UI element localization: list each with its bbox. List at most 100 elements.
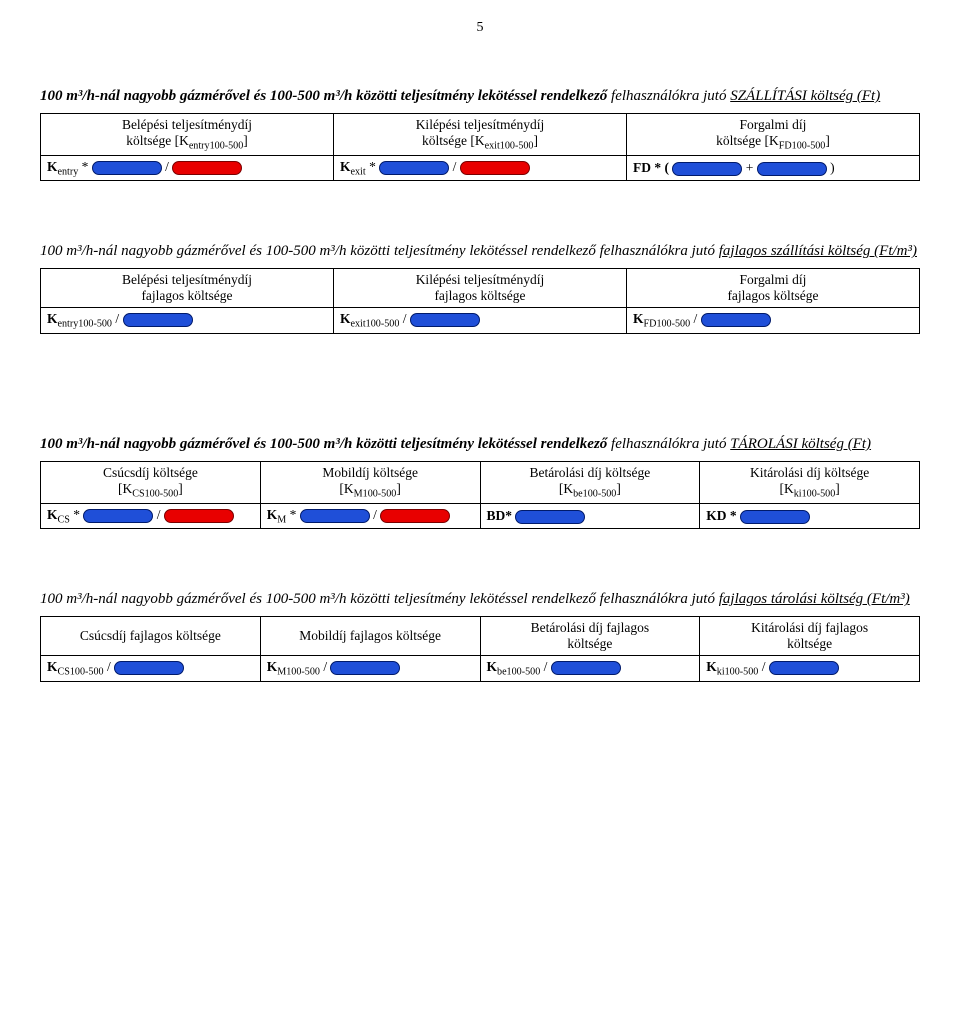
s3-c2-k: K: [267, 507, 278, 522]
s1-c2-sub: exit: [351, 166, 366, 177]
value-box-blue: [701, 313, 771, 327]
s3-h3-l1: Betárolási díj költsége: [530, 465, 651, 480]
value-box-red: [164, 509, 234, 523]
s3-h4-l2b: ]: [835, 481, 840, 496]
s4-h2: Mobildíj fajlagos költsége: [260, 617, 480, 656]
s1-title-trail-plain: felhasználókra jutó: [611, 88, 730, 104]
s4-h4: Kitárolási díj fajlagos költsége: [700, 617, 920, 656]
s1-h1: Belépési teljesítménydíj költsége [Kentr…: [41, 114, 334, 156]
s4-c1-slash: /: [104, 659, 111, 674]
s1-c1-k: K: [47, 159, 58, 174]
value-box-blue: [672, 162, 742, 176]
s1-h3-sub: FD100-500: [779, 141, 826, 152]
s1-title-lead: 100 m³/h-nál nagyobb gázmérővel és 100-5…: [40, 88, 607, 104]
s2-h2-l1: Kilépési teljesítménydíj: [416, 272, 545, 287]
s1-h1-line2b: ]: [243, 133, 248, 148]
table-fajlagos-tarolasi: Csúcsdíj fajlagos költsége Mobildíj fajl…: [40, 616, 920, 682]
s4-c3-k: K: [487, 659, 498, 674]
s2-h2-l2: fajlagos költsége: [434, 288, 525, 303]
s1-c2-k: K: [340, 159, 351, 174]
s3-c4: KD *: [700, 503, 920, 529]
s3-c2: KM * /: [260, 503, 480, 529]
s1-c3-close: ): [830, 160, 835, 175]
s4-c1: KCS100-500 /: [41, 656, 261, 682]
s3-h1-l1: Csúcsdíj költsége: [103, 465, 198, 480]
s1-c1-star: *: [78, 159, 88, 174]
s1-c2-star: *: [366, 159, 376, 174]
s1-c1-sub: entry: [58, 166, 79, 177]
s2-c1-sub: entry100-500: [58, 319, 112, 330]
s1-c3: FD * ( + ): [627, 155, 920, 181]
s1-c2: Kexit * /: [334, 155, 627, 181]
value-box-red: [460, 161, 530, 175]
s3-title-lead: 100 m³/h-nál nagyobb gázmérővel és 100-5…: [40, 436, 607, 452]
s3-c1: KCS * /: [41, 503, 261, 529]
s2-c3-sub: FD100-500: [644, 319, 691, 330]
value-box-blue: [92, 161, 162, 175]
s3-c1-k: K: [47, 507, 58, 522]
s1-h1-line1: Belépési teljesítménydíj: [122, 117, 252, 132]
s3-h4-l1: Kitárolási díj költsége: [750, 465, 869, 480]
s4-h3-l1: Betárolási díj fajlagos: [531, 620, 649, 635]
s1-c2-slash: /: [453, 159, 457, 174]
s2-c1-slash: /: [112, 311, 119, 326]
s1-c3-plus: +: [746, 160, 754, 175]
s3-h3-l2a: [K: [559, 481, 573, 496]
s4-c2-slash: /: [320, 659, 327, 674]
value-box-blue: [515, 510, 585, 524]
table-tarolasi-koltseg: Csúcsdíj költsége [KCS100-500] Mobildíj …: [40, 461, 920, 529]
s1-h1-line2a: költsége [K: [126, 133, 189, 148]
s3-h3-l2b: ]: [616, 481, 621, 496]
s1-h2-line2b: ]: [533, 133, 538, 148]
table-szallitasi-koltseg: Belépési teljesítménydíj költsége [K entr…: [40, 113, 920, 181]
s3-h2-l1: Mobildíj költsége: [322, 465, 418, 480]
s4-h3: Betárolási díj fajlagos költsége: [480, 617, 700, 656]
value-box-blue: [300, 509, 370, 523]
s2-c1: Kentry100-500 /: [41, 308, 334, 334]
value-box-blue: [330, 661, 400, 675]
s1-h3: Forgalmi díj költsége [KFD100-500]: [627, 114, 920, 156]
s2-c1-k: K: [47, 311, 58, 326]
value-box-blue: [757, 162, 827, 176]
s4-c2-sub: M100-500: [277, 667, 320, 678]
s3-h1-l2b: ]: [178, 481, 183, 496]
s4-title-text: 100 m³/h-nál nagyobb gázmérővel és 100-5…: [40, 591, 719, 607]
s3-h1: Csúcsdíj költsége [KCS100-500]: [41, 462, 261, 504]
s4-c3-slash: /: [540, 659, 547, 674]
s3-c2-star: *: [286, 507, 296, 522]
s4-c4-sub: ki100-500: [717, 667, 759, 678]
value-box-blue: [551, 661, 621, 675]
s4-h3-l2: költsége: [567, 636, 612, 651]
s4-c4: Kki100-500 /: [700, 656, 920, 682]
s3-h2-l2a: [K: [339, 481, 353, 496]
s3-h1-sub: CS100-500: [132, 489, 178, 500]
s4-c1-k: K: [47, 659, 58, 674]
s4-c3-sub: be100-500: [497, 667, 540, 678]
s3-c4-kd: KD *: [706, 508, 736, 523]
section2-title: 100 m³/h-nál nagyobb gázmérővel és 100-5…: [40, 241, 920, 262]
s4-c2: KM100-500 /: [260, 656, 480, 682]
s3-c1-slash: /: [157, 507, 161, 522]
value-box-red: [380, 509, 450, 523]
s4-c1-sub: CS100-500: [58, 667, 104, 678]
s2-h1-l1: Belépési teljesítménydíj: [122, 272, 252, 287]
s3-c1-sub: CS: [58, 514, 70, 525]
s1-h3-line2b: ]: [825, 133, 830, 148]
s4-h4-l1: Kitárolási díj fajlagos: [751, 620, 868, 635]
s4-h1: Csúcsdíj fajlagos költsége: [41, 617, 261, 656]
s2-title-text: 100 m³/h-nál nagyobb gázmérővel és 100-5…: [40, 243, 719, 259]
s2-h3: Forgalmi díj fajlagos költsége: [627, 269, 920, 308]
s4-c4-k: K: [706, 659, 717, 674]
s4-h4-l2: költsége: [787, 636, 832, 651]
s3-h2-sub: M100-500: [354, 489, 397, 500]
section1-title: 100 m³/h-nál nagyobb gázmérővel és 100-5…: [40, 86, 920, 107]
table-fajlagos-szallitasi: Belépési teljesítménydíj fajlagos költsé…: [40, 268, 920, 334]
s1-h3-line1: Forgalmi díj: [740, 117, 807, 132]
page-number: 5: [40, 20, 920, 36]
s1-c1: Kentry * /: [41, 155, 334, 181]
s3-h4-sub: ki100-500: [794, 489, 836, 500]
s2-c3-slash: /: [690, 311, 697, 326]
s3-c2-slash: /: [373, 507, 377, 522]
value-box-blue: [769, 661, 839, 675]
s1-c3-fd: FD * (: [633, 160, 669, 175]
